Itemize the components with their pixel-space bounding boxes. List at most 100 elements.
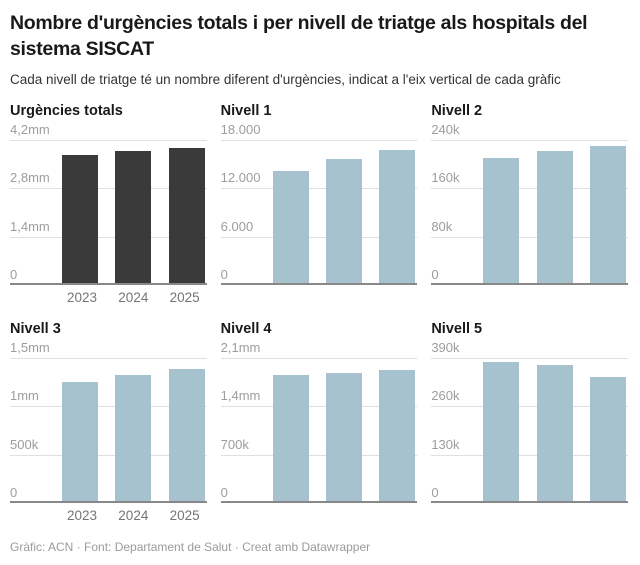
x-tick-label: 2024 — [118, 508, 149, 523]
y-tick-label: 1mm — [10, 388, 39, 404]
x-axis-line — [10, 501, 207, 503]
y-tick-label: 6.000 — [220, 218, 254, 234]
bars-group — [483, 140, 626, 283]
bar-2025[interactable] — [589, 145, 626, 283]
bars-group — [62, 358, 205, 501]
y-tick-label: 2,1mm — [220, 340, 261, 355]
x-axis-line — [431, 501, 628, 503]
y-tick-label: 1,4mm — [10, 218, 50, 234]
bar-2023[interactable] — [483, 361, 520, 501]
bar-2025[interactable] — [168, 368, 205, 501]
chart-cell-nivell-3: Nivell 3 1,5mm 1mm 500k 0 2023 2024 2025 — [10, 320, 207, 523]
y-tick-label: 130k — [431, 436, 460, 452]
bar-2023[interactable] — [62, 155, 98, 283]
y-tick-label: 80k — [431, 218, 453, 234]
bars-group — [62, 140, 205, 283]
gridline — [220, 140, 418, 141]
bars-group — [483, 358, 626, 501]
gridline — [220, 454, 418, 456]
chart-cell-urgencies-totals: Urgències totals 4,2mm 2,8mm 1,4mm 0 2023 2024… — [10, 102, 207, 305]
chart-cell-nivell-2: Nivell 2 240k 160k 80k 0 — [431, 102, 628, 285]
bar-2024[interactable] — [115, 375, 152, 501]
gridline — [220, 358, 418, 359]
chart-title: Nivell 1 — [220, 103, 272, 119]
bar-2023[interactable] — [483, 158, 520, 283]
page-subtitle: Cada nivell de triatge té un nombre dife… — [10, 72, 561, 87]
gridline — [431, 406, 628, 408]
chart-plot: 2,1mm 1,4mm 700k 0 — [220, 340, 418, 503]
y-tick-label: 1,5mm — [10, 340, 50, 355]
y-tick-label: 4,2mm — [10, 122, 50, 137]
x-axis-line — [10, 283, 207, 285]
chart-cell-nivell-5: Nivell 5 390k 260k 130k 0 — [431, 320, 628, 503]
y-tick-label: 0 — [431, 267, 439, 282]
gridline — [10, 188, 207, 190]
y-tick-label: 240k — [431, 122, 460, 137]
bar-2023[interactable] — [272, 170, 309, 283]
y-tick-label: 2,8mm — [10, 170, 50, 186]
y-tick-label: 18.000 — [220, 122, 261, 137]
footer-attribution: Gràfic: ACN · Font: Departament de Salut… — [10, 540, 371, 554]
bars-group — [272, 140, 416, 283]
bar-2025[interactable] — [379, 370, 416, 501]
charts-grid: Urgències totals 4,2mm 2,8mm 1,4mm 0 2023 2024… — [10, 102, 628, 523]
chart-title: Nivell 3 — [10, 321, 61, 337]
gridline — [10, 358, 207, 359]
chart-title: Nivell 2 — [431, 103, 483, 119]
bar-2023[interactable] — [272, 375, 309, 501]
bar-2024[interactable] — [115, 151, 152, 283]
chart-cell-nivell-1: Nivell 1 18.000 12.000 6.000 0 — [220, 102, 418, 285]
chart-plot: 240k 160k 80k 0 — [431, 122, 628, 285]
x-axis-line — [220, 283, 418, 285]
gridline — [431, 358, 628, 359]
gridline — [431, 140, 628, 141]
x-tick-label: 2025 — [169, 508, 200, 523]
chart-cell-nivell-4: Nivell 4 2,1mm 1,4mm 700k 0 — [220, 320, 418, 503]
y-tick-label: 0 — [220, 485, 228, 500]
y-tick-label: 700k — [220, 436, 249, 452]
bar-2025[interactable] — [589, 377, 626, 501]
bar-2025[interactable] — [168, 148, 205, 283]
x-tick-label: 2025 — [169, 290, 200, 305]
bar-2024[interactable] — [536, 150, 573, 283]
x-tick-label: 2023 — [66, 508, 98, 523]
bar-2024[interactable] — [536, 364, 573, 501]
gridline — [10, 140, 207, 141]
x-axis-line — [220, 501, 418, 503]
bar-2023[interactable] — [62, 381, 98, 501]
y-tick-label: 0 — [10, 485, 18, 500]
y-tick-label: 1,4mm — [220, 388, 261, 404]
y-tick-label: 260k — [431, 388, 460, 404]
y-tick-label: 12.000 — [220, 170, 261, 186]
bar-2024[interactable] — [325, 372, 362, 501]
x-axis-labels: 2023 2024 2025 — [62, 290, 205, 305]
gridline — [10, 454, 207, 456]
gridline — [220, 236, 418, 238]
y-tick-label: 160k — [431, 170, 460, 186]
x-tick-label: 2023 — [66, 290, 98, 305]
gridline — [431, 236, 628, 238]
chart-plot: 1,5mm 1mm 500k 0 2023 2024 2025 — [10, 340, 207, 523]
chart-plot: 4,2mm 2,8mm 1,4mm 0 2023 2024 2025 — [10, 122, 207, 305]
gridline — [431, 188, 628, 190]
page-title: Nombre d'urgències totals i per nivell d… — [10, 12, 588, 60]
y-tick-label: 0 — [10, 267, 18, 282]
gridline — [220, 406, 418, 408]
x-tick-label: 2024 — [118, 290, 149, 305]
y-tick-label: 500k — [10, 436, 39, 452]
bar-2025[interactable] — [379, 149, 416, 283]
bar-2024[interactable] — [325, 159, 362, 283]
gridline — [10, 406, 207, 408]
gridline — [10, 236, 207, 238]
gridline — [220, 188, 418, 190]
y-tick-label: 0 — [431, 485, 439, 500]
y-tick-label: 390k — [431, 340, 460, 355]
chart-title: Nivell 4 — [220, 321, 272, 337]
chart-plot: 390k 260k 130k 0 — [431, 340, 628, 503]
bars-group — [272, 358, 416, 501]
x-axis-labels: 2023 2024 2025 — [62, 508, 205, 523]
chart-title: Nivell 5 — [431, 321, 483, 337]
chart-title: Urgències totals — [10, 103, 123, 119]
x-axis-line — [431, 283, 628, 285]
